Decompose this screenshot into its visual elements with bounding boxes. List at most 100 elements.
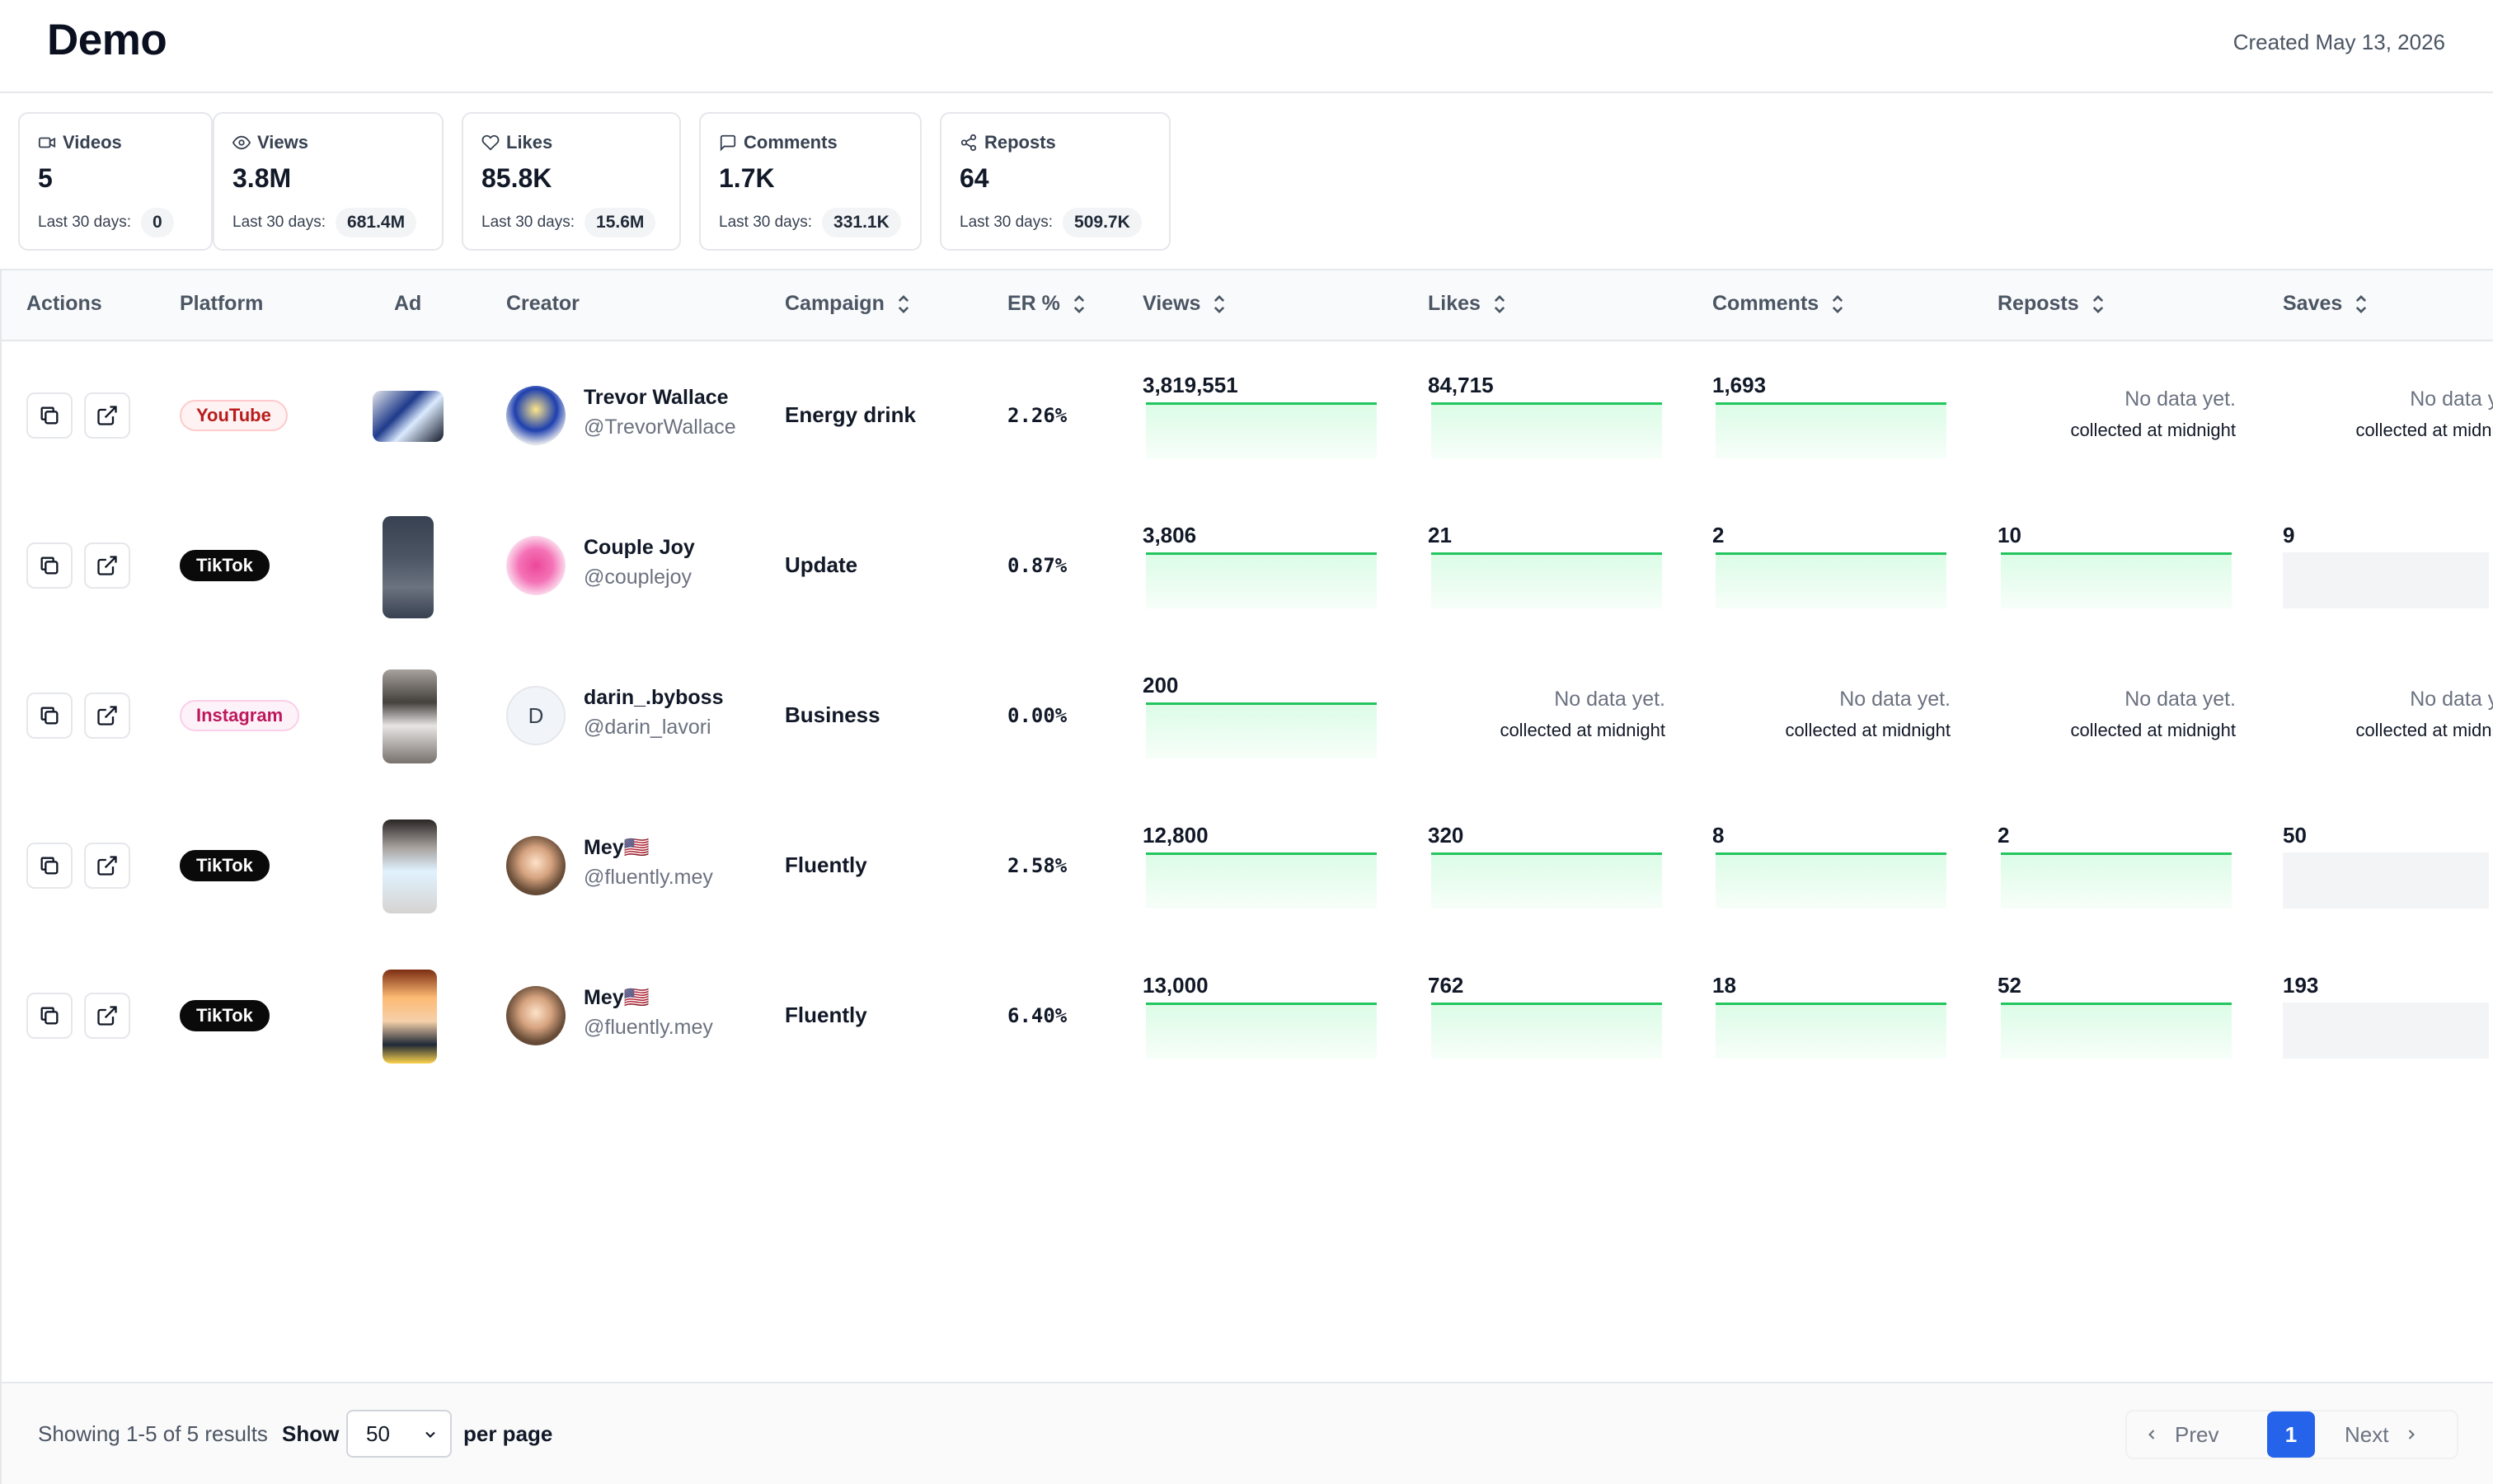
comments-metric: 8 xyxy=(1712,823,1951,913)
comments-sparkline xyxy=(1716,1003,1946,1059)
likes-metric: 762 xyxy=(1428,973,1667,1064)
copy-button[interactable] xyxy=(26,542,73,589)
page-title: Demo xyxy=(47,16,167,64)
stat-sub-label: Last 30 days: xyxy=(960,214,1054,231)
views-value: 12,800 xyxy=(1143,823,1209,848)
reposts-metric: 10 xyxy=(1998,523,2237,613)
ad-thumbnail[interactable] xyxy=(383,669,437,763)
per-page-select[interactable]: 50 xyxy=(346,1410,452,1458)
page-1-button[interactable]: 1 xyxy=(2267,1411,2315,1458)
table-row: Instagram D darin_.byboss @darin_lavori … xyxy=(2,641,2493,791)
views-metric: 3,819,551 xyxy=(1143,373,1382,463)
open-external-button[interactable] xyxy=(84,693,130,739)
stat-label: Comments xyxy=(744,132,838,153)
saves-no-data: No data yet. collected at midnight xyxy=(2257,387,2493,441)
no-data-subtext: collected at midnight xyxy=(2355,420,2493,440)
open-external-button[interactable] xyxy=(84,392,130,439)
comments-sparkline xyxy=(1716,552,1946,608)
table-row: YouTube Trevor Wallace @TrevorWallace En… xyxy=(2,341,2493,491)
video-icon xyxy=(38,137,56,148)
stat-label: Views xyxy=(257,132,308,153)
col-ad: Ad xyxy=(394,292,422,315)
saves-metric: 9 xyxy=(2283,523,2489,613)
reposts-no-data: No data yet. collected at midnight xyxy=(1972,688,2236,741)
next-page-button[interactable]: Next xyxy=(2345,1411,2420,1458)
copy-icon xyxy=(40,406,59,425)
no-data-subtext: collected at midnight xyxy=(1500,720,1665,740)
avatar xyxy=(506,986,566,1045)
ad-thumbnail[interactable] xyxy=(383,819,437,913)
reposts-metric: 2 xyxy=(1998,823,2237,913)
creator-handle: @fluently.mey xyxy=(584,866,713,889)
avatar xyxy=(506,386,566,445)
creator-name: darin_.byboss xyxy=(584,686,724,709)
copy-icon xyxy=(40,1007,59,1025)
campaign-name: Update xyxy=(785,552,858,577)
open-external-button[interactable] xyxy=(84,843,130,889)
comments-metric: 2 xyxy=(1712,523,1951,613)
creator-handle: @darin_lavori xyxy=(584,716,711,739)
col-views-label: Views xyxy=(1143,292,1201,315)
reposts-sparkline xyxy=(2001,552,2232,608)
copy-button[interactable] xyxy=(26,993,73,1039)
col-er-label: ER % xyxy=(1007,292,1060,315)
ad-thumbnail[interactable] xyxy=(383,516,434,618)
no-data-text: No data yet. xyxy=(2124,387,2236,411)
comment-icon xyxy=(720,134,736,152)
views-value: 3,806 xyxy=(1143,523,1197,547)
open-external-button[interactable] xyxy=(84,542,130,589)
pagination: Prev 1 Next xyxy=(2125,1410,2458,1459)
platform-badge: TikTok xyxy=(180,850,270,881)
col-er[interactable]: ER % xyxy=(1007,292,1087,316)
col-comments[interactable]: Comments xyxy=(1712,292,1845,316)
copy-button[interactable] xyxy=(26,392,73,439)
views-value: 3,819,551 xyxy=(1143,373,1238,397)
saves-metric: 193 xyxy=(2283,973,2489,1064)
col-views[interactable]: Views xyxy=(1143,292,1227,316)
table-row: TikTok Couple Joy @couplejoy Update 0.87… xyxy=(2,491,2493,641)
stat-card-likes: Likes 85.8K Last 30 days: 15.6M xyxy=(462,112,681,251)
col-reposts[interactable]: Reposts xyxy=(1998,292,2106,316)
comments-metric: 1,693 xyxy=(1712,373,1951,463)
no-data-text: No data yet. xyxy=(1554,688,1665,711)
comments-metric: 18 xyxy=(1712,973,1951,1064)
ad-thumbnail[interactable] xyxy=(383,970,437,1064)
ad-thumbnail[interactable] xyxy=(373,391,444,442)
copy-icon xyxy=(40,556,59,575)
open-external-button[interactable] xyxy=(84,993,130,1039)
share-icon xyxy=(960,134,977,152)
col-saves[interactable]: Saves xyxy=(2283,292,2369,316)
engagement-rate: 0.87% xyxy=(1007,554,1068,577)
views-value: 13,000 xyxy=(1143,973,1209,998)
prev-page-button[interactable]: Prev xyxy=(2143,1411,2218,1458)
views-sparkline xyxy=(1146,702,1377,758)
saves-sparkline xyxy=(2283,852,2489,909)
col-campaign[interactable]: Campaign xyxy=(785,292,911,316)
col-likes[interactable]: Likes xyxy=(1428,292,1507,316)
reposts-no-data: No data yet. collected at midnight xyxy=(1972,387,2236,441)
saves-no-data: No data yet. collected at midnight xyxy=(2257,688,2493,741)
stat-sub-label: Last 30 days: xyxy=(38,214,132,231)
copy-button[interactable] xyxy=(26,693,73,739)
per-page-value: 50 xyxy=(366,1421,390,1446)
videos-table: Actions Platform Ad Creator Campaign ER … xyxy=(0,269,2493,1382)
engagement-rate: 2.58% xyxy=(1007,854,1068,877)
stat-sub-value: 15.6M xyxy=(585,208,656,237)
stat-label: Videos xyxy=(63,132,122,153)
sort-icon xyxy=(1494,294,1505,313)
col-saves-label: Saves xyxy=(2283,292,2343,315)
avatar: D xyxy=(506,686,566,745)
prev-label: Prev xyxy=(2175,1421,2219,1447)
no-data-text: No data yet. xyxy=(1839,688,1951,711)
reposts-sparkline xyxy=(2001,852,2232,909)
views-sparkline xyxy=(1146,852,1377,909)
saves-value: 9 xyxy=(2283,523,2295,547)
copy-button[interactable] xyxy=(26,843,73,889)
likes-no-data: No data yet. collected at midnight xyxy=(1401,688,1665,741)
col-comments-label: Comments xyxy=(1712,292,1819,315)
saves-metric: 50 xyxy=(2283,823,2489,913)
creator-handle: @fluently.mey xyxy=(584,1016,713,1039)
campaign-name: Energy drink xyxy=(785,402,916,427)
stat-sub-value: 681.4M xyxy=(336,208,417,237)
created-date: Created May 13, 2026 xyxy=(2232,30,2445,54)
